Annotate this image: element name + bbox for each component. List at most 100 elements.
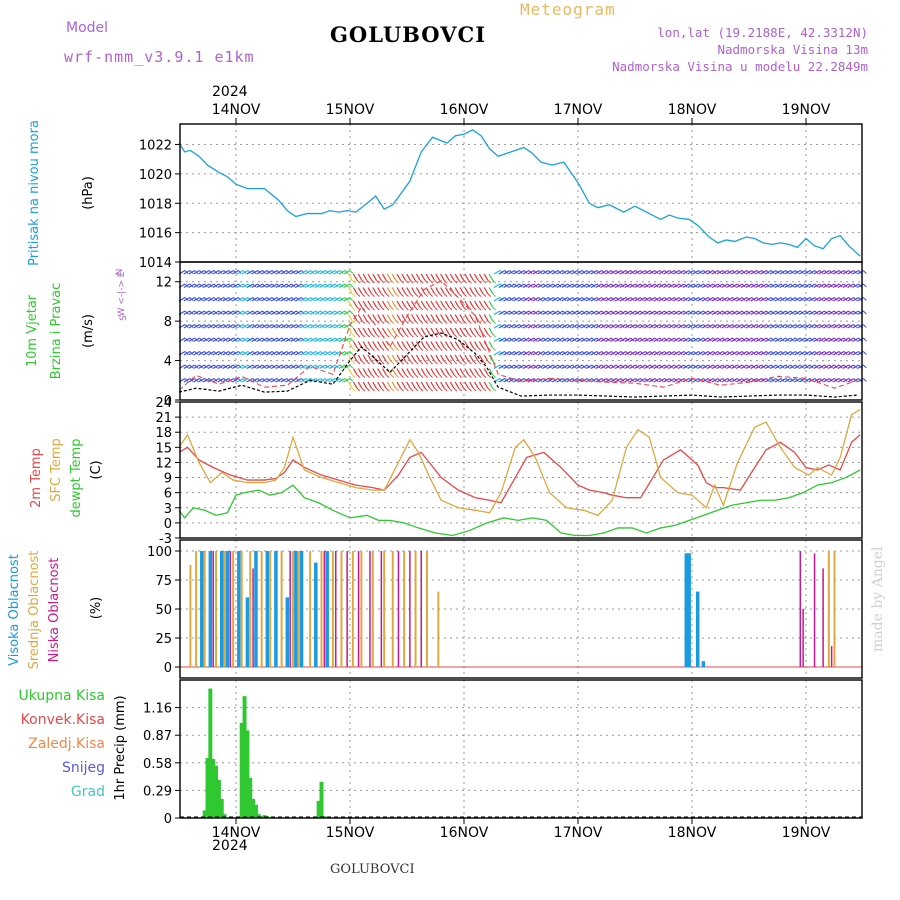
credit-label: made by Angel: [870, 546, 886, 653]
wind-barb-flag: [395, 320, 400, 324]
dewpoint-axis-label: dewpt Temp: [69, 438, 84, 517]
wind-barb: [687, 310, 695, 316]
wind-barb-flag: [371, 306, 375, 311]
wind-barb-flag: [438, 320, 443, 324]
wind-barb: [798, 296, 806, 302]
wind-barb: [401, 300, 406, 308]
wind-barb: [755, 350, 762, 356]
wind-barb: [624, 377, 632, 383]
wind-barb: [222, 296, 229, 302]
wind-barb: [556, 283, 564, 289]
wind-barb: [614, 364, 622, 370]
wind-barb: [740, 283, 748, 289]
wind-barb: [561, 283, 569, 289]
wind-barb-flag: [438, 293, 443, 297]
precip-bar: [239, 722, 244, 818]
wind-barb: [755, 269, 762, 275]
wind-barb-flag: [487, 306, 492, 311]
wind-barb-flag: [414, 279, 419, 284]
wind-barb: [546, 364, 554, 370]
wind-barb: [309, 364, 317, 370]
wind-barb: [396, 273, 402, 281]
wind-barb: [648, 310, 656, 316]
wind-barb: [837, 323, 845, 329]
wind-barb: [682, 350, 690, 356]
wind-barb: [551, 337, 559, 343]
wind-barb: [319, 323, 326, 329]
wind-barb: [285, 310, 292, 316]
high-cloud-bar: [294, 551, 298, 667]
wind-barb-flag: [419, 333, 424, 338]
wind-barb: [483, 381, 489, 389]
wind-barb: [537, 310, 544, 316]
wind-barb: [638, 350, 646, 356]
wind-barb-flag: [463, 347, 467, 351]
wind-barb: [454, 273, 460, 281]
wind-barb: [837, 269, 845, 275]
wind-barb: [348, 354, 353, 362]
wind-barb: [643, 350, 651, 356]
wind-barb: [731, 323, 738, 329]
wind-barb: [319, 337, 326, 343]
wind-barb: [396, 354, 402, 362]
compass-south: S: [119, 315, 129, 321]
wind-barb: [265, 337, 273, 343]
wind-barb: [832, 337, 840, 343]
wind-barb: [566, 269, 573, 275]
wind-barb: [672, 269, 680, 275]
y-tick-label: 21: [155, 411, 172, 426]
wind-barb: [648, 323, 656, 329]
wind-barb: [469, 381, 474, 389]
wind-barb: [198, 269, 205, 275]
wind-barb-flag: [468, 279, 472, 284]
y-tick-label: 0: [164, 812, 172, 827]
wind-barb-flag: [472, 374, 477, 378]
wind-barb-flag: [463, 374, 467, 378]
wind-barb: [261, 323, 268, 329]
wind-barb: [483, 314, 489, 321]
wind-barb: [415, 381, 421, 389]
wind-barb: [624, 364, 632, 370]
wind-barb: [251, 269, 259, 275]
wind-barb: [459, 287, 465, 294]
wind-barb: [614, 350, 622, 356]
y-tick-label: 12: [155, 456, 172, 471]
wind-barb: [546, 323, 554, 329]
wind-barb: [227, 350, 234, 356]
wind-barb: [823, 337, 830, 343]
wind-barb: [488, 287, 494, 294]
wind-barb: [193, 283, 200, 289]
wind-barb: [241, 269, 249, 275]
wind-barb: [774, 310, 782, 316]
wind-barb: [614, 377, 622, 383]
wind-barb: [532, 350, 540, 356]
wind-barb: [343, 377, 351, 383]
wind-barb: [663, 350, 670, 356]
wind-barb: [464, 273, 469, 281]
wind-barb: [556, 337, 564, 343]
wind-barb-flag: [492, 387, 496, 392]
wind-barb: [415, 300, 421, 308]
precip-bar: [214, 765, 219, 818]
wind-barb: [425, 354, 431, 362]
precip-legend-item: Zaledj.Kisa: [28, 736, 105, 752]
wind-barb: [357, 327, 363, 335]
wind-barb-flag: [390, 360, 395, 365]
wind-barb-flag: [361, 306, 366, 311]
wind-barb: [270, 377, 278, 383]
wind-barb-flag: [409, 360, 414, 365]
wind-barb: [183, 364, 191, 370]
wind-barb: [188, 350, 196, 356]
wind-barb: [663, 269, 670, 275]
wind-barb: [304, 283, 312, 289]
wind-barb: [716, 310, 724, 316]
wind-barb: [556, 269, 564, 275]
wind-barb: [556, 310, 564, 316]
wind-barb: [294, 364, 302, 370]
wind-barb: [542, 283, 549, 289]
wind-barb: [522, 337, 530, 343]
wind-barb-flag: [361, 360, 366, 365]
wind-barb-flag: [419, 374, 424, 378]
wind-barb: [658, 377, 666, 383]
wind-barb: [513, 364, 520, 370]
